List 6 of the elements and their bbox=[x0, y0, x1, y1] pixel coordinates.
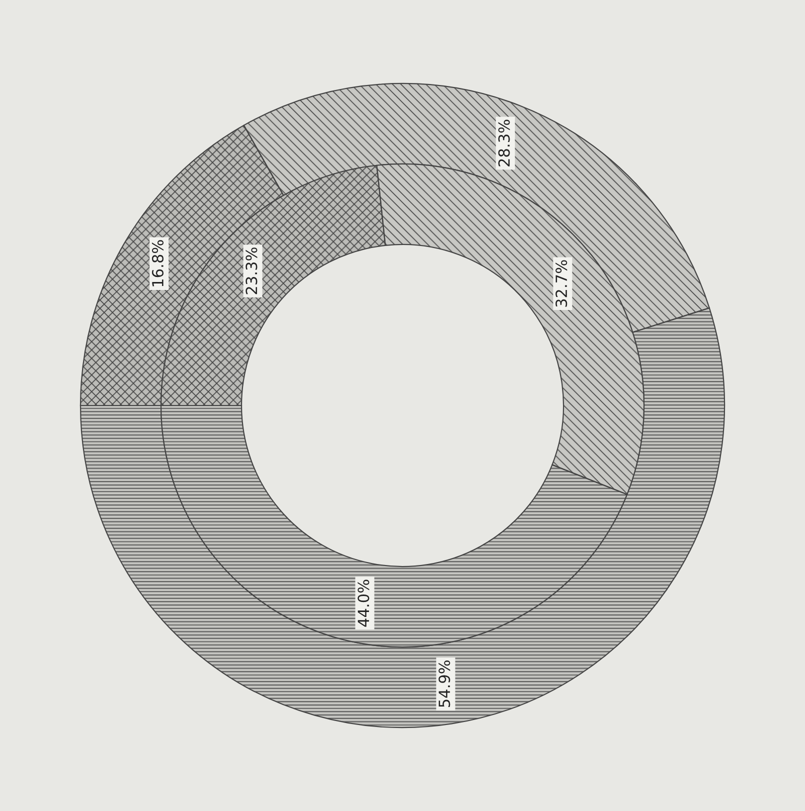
data-label: 32.7% bbox=[556, 260, 568, 307]
data-label: 16.8% bbox=[152, 240, 164, 286]
data-label: 28.3% bbox=[498, 120, 510, 166]
data-label: 54.9% bbox=[438, 660, 450, 708]
data-label: 44.0% bbox=[358, 580, 370, 627]
data-label: 23.3% bbox=[246, 248, 258, 294]
